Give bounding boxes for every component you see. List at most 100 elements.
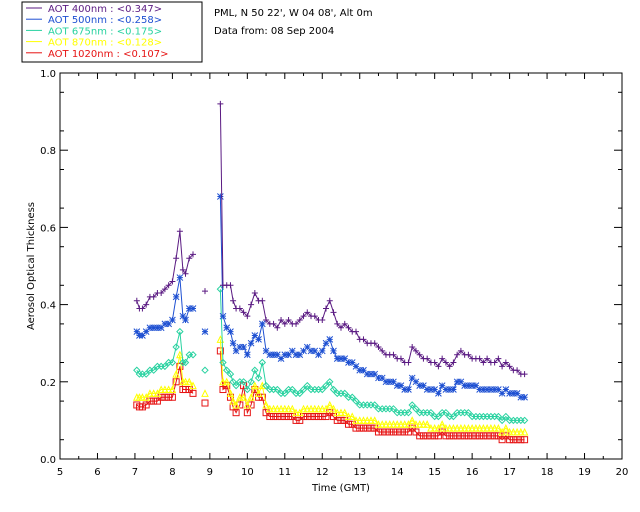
data-point-triangle — [262, 400, 270, 409]
data-point-diamond — [449, 412, 458, 421]
data-point-asterisk — [461, 382, 468, 390]
data-point-plus — [217, 100, 224, 107]
data-point-diamond — [262, 381, 270, 390]
data-point-triangle — [382, 420, 390, 428]
data-point-asterisk — [179, 312, 187, 320]
data-point-plus — [300, 313, 307, 320]
series-aot-400nm-0-347- — [133, 100, 528, 378]
data-point-asterisk — [517, 393, 525, 401]
data-point-plus — [278, 317, 285, 324]
data-point-triangle — [359, 416, 368, 424]
data-point-plus — [158, 290, 165, 297]
data-point-asterisk — [390, 378, 397, 386]
data-point-asterisk — [270, 351, 277, 359]
data-point-asterisk — [157, 324, 165, 332]
data-point-asterisk — [472, 382, 480, 390]
data-point-square — [359, 424, 367, 432]
data-point-triangle — [307, 404, 315, 413]
data-point-triangle — [498, 427, 506, 436]
y-tick-label: 0.0 — [40, 455, 56, 466]
data-point-asterisk — [480, 386, 487, 393]
data-point-diamond — [498, 416, 506, 425]
data-point-asterisk — [408, 374, 416, 382]
data-point-triangle — [389, 420, 398, 428]
data-point-asterisk — [363, 370, 371, 378]
data-point-asterisk — [247, 339, 255, 347]
data-point-triangle — [344, 412, 353, 421]
data-point-asterisk — [201, 328, 209, 335]
data-point-triangle — [378, 420, 387, 428]
data-point-triangle — [239, 393, 248, 401]
data-point-square — [201, 399, 209, 407]
data-point-square — [150, 397, 158, 405]
data-point-square — [431, 432, 439, 440]
series-aot-675nm-0-175- — [133, 285, 529, 425]
data-point-plus — [439, 355, 446, 362]
data-point-square — [142, 401, 150, 409]
data-point-diamond — [251, 366, 259, 374]
data-point-plus — [345, 324, 352, 331]
x-axis-label: Time (GMT) — [311, 483, 370, 494]
data-point-asterisk — [401, 386, 409, 393]
data-point-asterisk — [487, 386, 495, 393]
data-point-asterisk — [229, 339, 237, 347]
data-point-diamond — [318, 385, 326, 394]
data-point-asterisk — [427, 386, 435, 393]
data-point-plus — [304, 309, 311, 316]
data-point-triangle — [370, 416, 379, 424]
data-point-square — [371, 424, 379, 432]
data-point-square — [506, 436, 514, 444]
legend-entry: AOT 870nm : <0.128> — [48, 38, 162, 49]
y-tick-label: 0.2 — [40, 378, 56, 389]
data-point-diamond — [299, 385, 308, 394]
data-point-diamond — [341, 389, 349, 398]
data-point-plus — [230, 297, 237, 304]
data-point-asterisk — [236, 343, 244, 351]
data-point-square — [386, 428, 394, 436]
data-point-triangle — [277, 404, 285, 413]
legend-entry: AOT 1020nm : <0.107> — [48, 49, 168, 60]
data-point-plus — [263, 317, 270, 324]
data-point-square — [258, 393, 266, 401]
data-point-square — [352, 424, 360, 432]
data-point-diamond — [520, 416, 529, 425]
data-point-triangle — [243, 400, 252, 409]
data-point-triangle — [479, 424, 488, 432]
data-point-plus — [150, 293, 157, 300]
data-point-asterisk — [258, 320, 266, 328]
data-point-square — [333, 416, 341, 424]
data-point-diamond — [427, 408, 435, 417]
data-point-triangle — [222, 377, 231, 386]
data-point-square — [348, 420, 356, 428]
data-point-square — [322, 413, 330, 421]
data-point-square — [427, 432, 435, 440]
data-point-asterisk — [311, 347, 319, 355]
data-point-square — [318, 413, 326, 421]
data-point-plus — [323, 305, 330, 312]
data-point-square — [502, 432, 510, 440]
data-point-triangle — [517, 427, 525, 436]
data-point-diamond — [352, 397, 360, 405]
data-point-square — [491, 432, 499, 440]
x-tick-label: 19 — [578, 467, 591, 478]
data-point-asterisk — [303, 343, 311, 351]
data-point-asterisk — [420, 382, 427, 390]
data-point-triangle — [415, 420, 424, 428]
data-point-asterisk — [442, 386, 450, 393]
data-point-triangle — [385, 420, 394, 428]
data-point-square — [401, 428, 409, 436]
data-point-triangle — [201, 389, 209, 397]
data-point-plus — [405, 359, 412, 366]
data-point-plus — [165, 282, 172, 289]
data-point-asterisk — [513, 390, 521, 397]
data-point-diamond — [229, 378, 237, 386]
data-point-asterisk — [227, 328, 234, 335]
data-point-square — [168, 393, 176, 401]
data-point-square — [262, 409, 270, 417]
data-point-triangle — [280, 404, 289, 413]
data-point-square — [461, 432, 469, 440]
y-tick-label: 0.4 — [40, 301, 56, 312]
data-date: Data from: 08 Sep 2004 — [214, 26, 334, 37]
data-point-square — [219, 386, 227, 394]
data-point-asterisk — [262, 347, 270, 355]
